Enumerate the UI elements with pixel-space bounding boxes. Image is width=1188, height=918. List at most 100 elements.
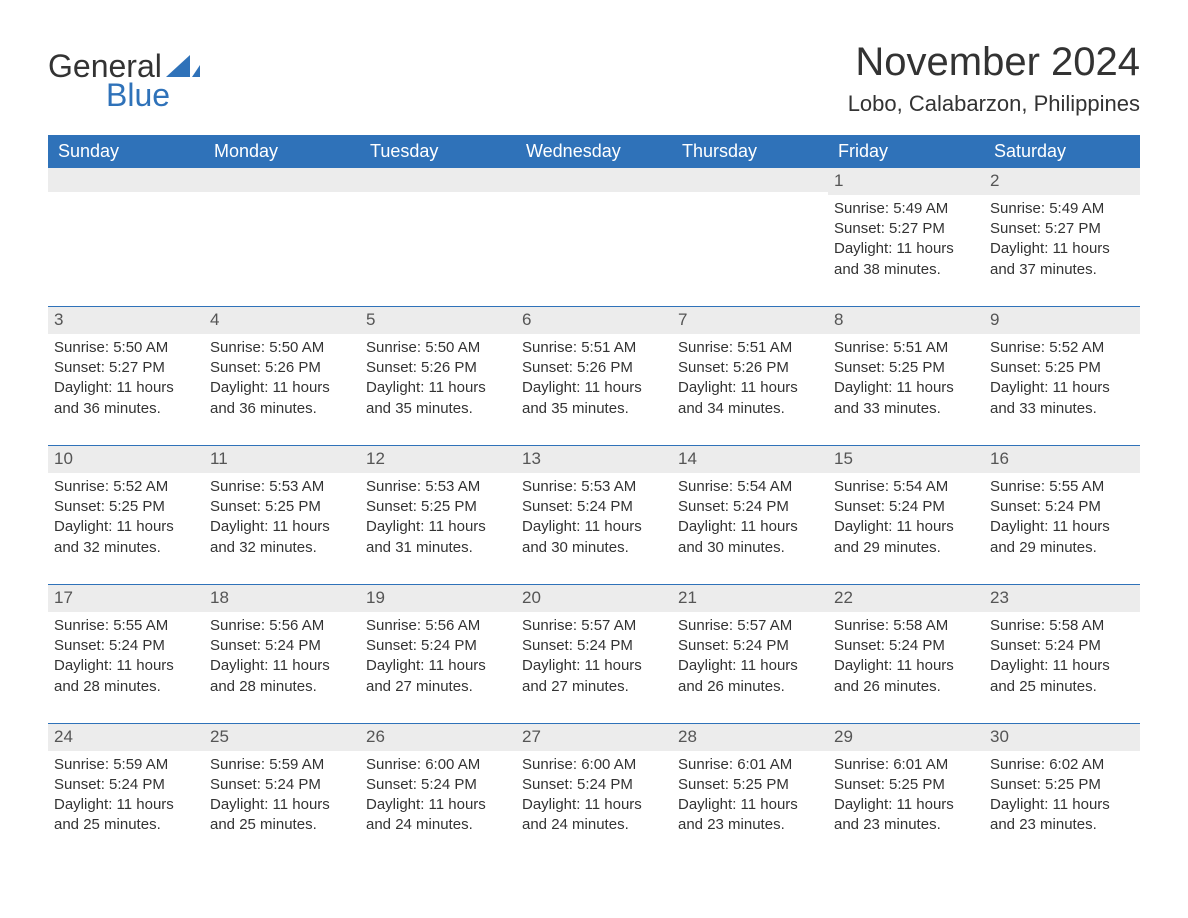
day-cell <box>672 168 828 306</box>
day-sunset: Sunset: 5:24 PM <box>210 636 352 656</box>
day-dl2: and 38 minutes. <box>834 260 976 280</box>
day-dl2: and 24 minutes. <box>366 815 508 835</box>
day-dl2: and 29 minutes. <box>834 538 976 558</box>
day-dl1: Daylight: 11 hours <box>522 656 664 676</box>
day-header: Saturday <box>984 135 1140 168</box>
day-sunrise: Sunrise: 5:59 AM <box>54 755 196 775</box>
day-sunrise: Sunrise: 6:02 AM <box>990 755 1132 775</box>
day-dl2: and 26 minutes. <box>834 677 976 697</box>
day-cell: 4Sunrise: 5:50 AMSunset: 5:26 PMDaylight… <box>204 307 360 445</box>
day-dl2: and 27 minutes. <box>522 677 664 697</box>
day-sunset: Sunset: 5:24 PM <box>522 497 664 517</box>
day-dl1: Daylight: 11 hours <box>522 378 664 398</box>
day-sunrise: Sunrise: 5:51 AM <box>678 338 820 358</box>
day-dl1: Daylight: 11 hours <box>366 656 508 676</box>
day-cell: 30Sunrise: 6:02 AMSunset: 5:25 PMDayligh… <box>984 724 1140 862</box>
day-sunset: Sunset: 5:26 PM <box>678 358 820 378</box>
day-number <box>48 168 204 192</box>
day-cell: 16Sunrise: 5:55 AMSunset: 5:24 PMDayligh… <box>984 446 1140 584</box>
day-header: Monday <box>204 135 360 168</box>
day-dl1: Daylight: 11 hours <box>834 795 976 815</box>
day-sunrise: Sunrise: 5:53 AM <box>522 477 664 497</box>
day-dl2: and 23 minutes. <box>990 815 1132 835</box>
day-number: 8 <box>828 307 984 334</box>
day-dl1: Daylight: 11 hours <box>990 656 1132 676</box>
day-number: 1 <box>828 168 984 195</box>
day-number <box>516 168 672 192</box>
day-sunrise: Sunrise: 5:54 AM <box>834 477 976 497</box>
day-sunrise: Sunrise: 5:50 AM <box>210 338 352 358</box>
day-dl2: and 32 minutes. <box>210 538 352 558</box>
day-number: 3 <box>48 307 204 334</box>
day-dl1: Daylight: 11 hours <box>834 517 976 537</box>
brand-word-2: Blue <box>106 77 200 114</box>
day-number <box>360 168 516 192</box>
day-dl1: Daylight: 11 hours <box>990 239 1132 259</box>
day-number: 11 <box>204 446 360 473</box>
day-dl2: and 25 minutes. <box>210 815 352 835</box>
day-number: 17 <box>48 585 204 612</box>
day-dl2: and 32 minutes. <box>54 538 196 558</box>
day-sunset: Sunset: 5:25 PM <box>54 497 196 517</box>
day-sunset: Sunset: 5:25 PM <box>834 358 976 378</box>
day-dl1: Daylight: 11 hours <box>54 517 196 537</box>
day-cell: 1Sunrise: 5:49 AMSunset: 5:27 PMDaylight… <box>828 168 984 306</box>
day-sunset: Sunset: 5:25 PM <box>366 497 508 517</box>
day-dl1: Daylight: 11 hours <box>990 517 1132 537</box>
day-sunrise: Sunrise: 5:50 AM <box>366 338 508 358</box>
week-row: 3Sunrise: 5:50 AMSunset: 5:27 PMDaylight… <box>48 307 1140 445</box>
day-sunrise: Sunrise: 5:58 AM <box>834 616 976 636</box>
day-cell: 23Sunrise: 5:58 AMSunset: 5:24 PMDayligh… <box>984 585 1140 723</box>
day-number: 19 <box>360 585 516 612</box>
day-dl1: Daylight: 11 hours <box>210 378 352 398</box>
day-dl1: Daylight: 11 hours <box>210 656 352 676</box>
day-sunset: Sunset: 5:24 PM <box>834 636 976 656</box>
week-row: 24Sunrise: 5:59 AMSunset: 5:24 PMDayligh… <box>48 724 1140 862</box>
day-sunrise: Sunrise: 6:00 AM <box>366 755 508 775</box>
day-dl1: Daylight: 11 hours <box>834 656 976 676</box>
day-cell: 22Sunrise: 5:58 AMSunset: 5:24 PMDayligh… <box>828 585 984 723</box>
day-dl1: Daylight: 11 hours <box>834 239 976 259</box>
day-dl1: Daylight: 11 hours <box>990 795 1132 815</box>
day-sunrise: Sunrise: 5:56 AM <box>210 616 352 636</box>
day-dl1: Daylight: 11 hours <box>678 795 820 815</box>
day-sunset: Sunset: 5:25 PM <box>990 775 1132 795</box>
day-cell <box>48 168 204 306</box>
title-block: November 2024 Lobo, Calabarzon, Philippi… <box>848 40 1140 117</box>
day-cell: 11Sunrise: 5:53 AMSunset: 5:25 PMDayligh… <box>204 446 360 584</box>
day-sunrise: Sunrise: 5:53 AM <box>210 477 352 497</box>
day-number: 21 <box>672 585 828 612</box>
day-header: Friday <box>828 135 984 168</box>
day-sunset: Sunset: 5:24 PM <box>990 497 1132 517</box>
day-sunrise: Sunrise: 5:53 AM <box>366 477 508 497</box>
day-sunset: Sunset: 5:25 PM <box>834 775 976 795</box>
day-dl2: and 28 minutes. <box>210 677 352 697</box>
day-cell: 26Sunrise: 6:00 AMSunset: 5:24 PMDayligh… <box>360 724 516 862</box>
day-cell: 12Sunrise: 5:53 AMSunset: 5:25 PMDayligh… <box>360 446 516 584</box>
day-dl1: Daylight: 11 hours <box>366 517 508 537</box>
day-dl1: Daylight: 11 hours <box>522 795 664 815</box>
day-dl2: and 25 minutes. <box>990 677 1132 697</box>
day-sunset: Sunset: 5:24 PM <box>522 775 664 795</box>
day-cell: 13Sunrise: 5:53 AMSunset: 5:24 PMDayligh… <box>516 446 672 584</box>
day-header: Sunday <box>48 135 204 168</box>
day-cell <box>360 168 516 306</box>
day-header: Thursday <box>672 135 828 168</box>
day-number: 13 <box>516 446 672 473</box>
day-sunset: Sunset: 5:24 PM <box>366 775 508 795</box>
day-dl2: and 35 minutes. <box>366 399 508 419</box>
day-cell: 25Sunrise: 5:59 AMSunset: 5:24 PMDayligh… <box>204 724 360 862</box>
day-sunset: Sunset: 5:24 PM <box>210 775 352 795</box>
day-sunrise: Sunrise: 5:57 AM <box>522 616 664 636</box>
week-row: 10Sunrise: 5:52 AMSunset: 5:25 PMDayligh… <box>48 446 1140 584</box>
day-sunset: Sunset: 5:25 PM <box>678 775 820 795</box>
day-sunrise: Sunrise: 5:55 AM <box>990 477 1132 497</box>
day-cell: 3Sunrise: 5:50 AMSunset: 5:27 PMDaylight… <box>48 307 204 445</box>
day-dl2: and 28 minutes. <box>54 677 196 697</box>
day-dl2: and 35 minutes. <box>522 399 664 419</box>
day-dl2: and 25 minutes. <box>54 815 196 835</box>
day-cell: 27Sunrise: 6:00 AMSunset: 5:24 PMDayligh… <box>516 724 672 862</box>
day-cell: 21Sunrise: 5:57 AMSunset: 5:24 PMDayligh… <box>672 585 828 723</box>
day-cell: 9Sunrise: 5:52 AMSunset: 5:25 PMDaylight… <box>984 307 1140 445</box>
day-cell: 8Sunrise: 5:51 AMSunset: 5:25 PMDaylight… <box>828 307 984 445</box>
